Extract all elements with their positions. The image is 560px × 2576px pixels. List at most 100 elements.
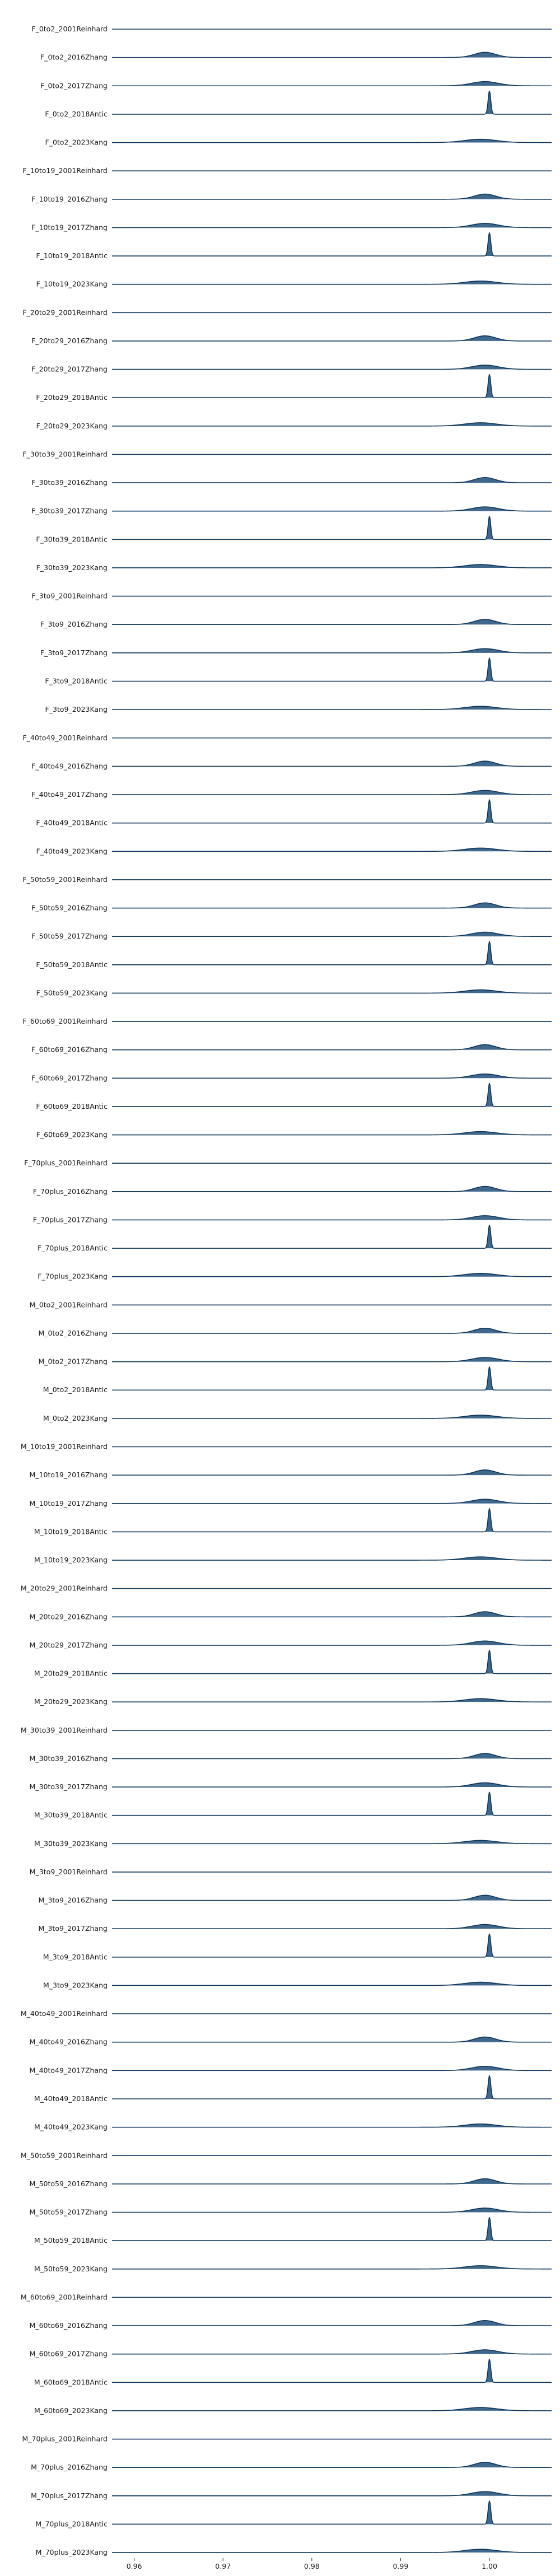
row-label: M_70plus_2017Zhang [31, 2491, 108, 2500]
ridge-row: F_40to49_2017Zhang [31, 790, 552, 799]
ridge-row: M_0to2_2023Kang [43, 1414, 552, 1422]
density-area [112, 2491, 552, 2496]
x-tick-label: 0.96 [127, 2562, 142, 2570]
x-tick-label: 0.98 [304, 2562, 320, 2570]
row-label: F_0to2_2016Zhang [40, 53, 108, 62]
ridge-row: F_60to69_2023Kang [36, 1131, 552, 1139]
ridge-row: F_70plus_2018Antic [38, 1225, 552, 1252]
density-line [112, 516, 552, 540]
density-line [112, 2462, 552, 2468]
ridge-row: M_20to29_2017Zhang [30, 1640, 552, 1649]
density-area [112, 2217, 552, 2241]
row-label: M_30to39_2001Reinhard [21, 1726, 108, 1734]
ridge-row: F_30to39_2018Antic [36, 516, 552, 543]
row-label: F_40to49_2023Kang [36, 847, 108, 855]
density-area [112, 790, 552, 795]
row-label: M_60to69_2001Reinhard [21, 2293, 108, 2301]
density-line [112, 1650, 552, 1674]
row-label: M_0to2_2001Reinhard [30, 1300, 108, 1309]
ridge-row: M_60to69_2016Zhang [30, 2320, 552, 2330]
density-line [112, 648, 552, 654]
density-line [112, 564, 552, 568]
ridge-row: F_40to49_2018Antic [36, 799, 552, 827]
density-line [112, 2407, 552, 2411]
row-label: M_20to29_2023Kang [34, 1697, 108, 1706]
density-area [112, 2178, 552, 2184]
row-label: M_50to59_2023Kang [34, 2265, 108, 2273]
density-line [112, 941, 552, 965]
density-area [112, 516, 552, 540]
density-area [112, 903, 552, 908]
ridge-row: F_3to9_2018Antic [45, 657, 552, 685]
density-line [112, 1186, 552, 1192]
row-label: F_20to29_2017Zhang [31, 365, 108, 374]
density-area [112, 477, 552, 483]
density-area [112, 1499, 552, 1504]
row-label: F_30to39_2017Zhang [31, 507, 108, 515]
density-area [112, 799, 552, 823]
density-line [112, 2208, 552, 2213]
row-label: M_0to2_2016Zhang [38, 1329, 108, 1337]
density-line [112, 1698, 552, 1702]
row-label: M_70plus_2016Zhang [31, 2463, 108, 2471]
density-line [112, 2036, 552, 2043]
density-line [112, 760, 552, 767]
ridge-row: F_60to69_2017Zhang [31, 1073, 552, 1082]
ridge-row: F_0to2_2018Antic [45, 90, 552, 118]
ridge-row: F_0to2_2016Zhang [40, 52, 552, 62]
row-label: M_20to29_2016Zhang [30, 1612, 108, 1621]
row-label: F_60to69_2016Zhang [31, 1046, 108, 1054]
ridge-row: M_30to39_2018Antic [34, 1791, 552, 1819]
row-label: F_70plus_2016Zhang [33, 1187, 108, 1196]
row-label: F_0to2_2001Reinhard [31, 25, 108, 33]
density-area [112, 1074, 552, 1079]
density-area [112, 2320, 552, 2326]
density-line [112, 2549, 552, 2553]
density-area [112, 1933, 552, 1957]
ridge-row: M_70plus_2001Reinhard [22, 2435, 552, 2443]
density-line [112, 1044, 552, 1051]
row-label: F_50to59_2023Kang [36, 988, 108, 997]
row-label: F_70plus_2017Zhang [33, 1215, 108, 1224]
x-tick-label: 1.00 [482, 2562, 497, 2570]
row-label: M_3to9_2001Reinhard [30, 1868, 108, 1876]
row-label: M_70plus_2001Reinhard [22, 2435, 108, 2443]
ridge-row: M_0to2_2016Zhang [38, 1327, 552, 1337]
density-line [112, 1273, 552, 1277]
ridge-row: M_10to19_2001Reinhard [21, 1443, 552, 1451]
ridge-row: F_40to49_2023Kang [36, 847, 552, 855]
ridge-row: M_40to49_2001Reinhard [21, 2009, 552, 2018]
ridge-row: F_30to39_2017Zhang [31, 506, 552, 515]
row-label: F_60to69_2017Zhang [31, 1074, 108, 1082]
density-line [112, 374, 552, 398]
ridge-row: F_50to59_2016Zhang [31, 902, 552, 912]
row-label: F_30to39_2023Kang [36, 563, 108, 572]
density-line [112, 1469, 552, 1476]
density-line [112, 1791, 552, 1816]
density-area [112, 1924, 552, 1929]
ridge-row: F_10to19_2023Kang [36, 280, 552, 288]
density-area [112, 1357, 552, 1362]
ridge-row: M_60to69_2023Kang [34, 2406, 552, 2415]
density-area [112, 335, 552, 341]
density-area [112, 2037, 552, 2042]
ridge-row: M_30to39_2001Reinhard [21, 1726, 552, 1734]
density-line [112, 1640, 552, 1646]
row-label: M_3to9_2018Antic [43, 1953, 108, 1961]
ridge-row: F_0to2_2017Zhang [40, 81, 552, 90]
density-line [112, 657, 552, 682]
ridge-row: M_50to59_2017Zhang [30, 2208, 552, 2216]
row-label: F_70plus_2001Reinhard [24, 1159, 108, 1167]
density-line [112, 335, 552, 342]
density-area [112, 374, 552, 398]
ridge-row: M_40to49_2018Antic [34, 2075, 552, 2103]
ridge-row: F_70plus_2023Kang [38, 1272, 552, 1281]
row-label: M_0to2_2018Antic [43, 1385, 108, 1394]
density-area [112, 1508, 552, 1532]
ridge-row: F_20to29_2023Kang [36, 422, 552, 430]
row-label: M_10to19_2023Kang [34, 1556, 108, 1564]
ridge-row: F_70plus_2001Reinhard [24, 1159, 552, 1167]
row-label: M_0to2_2023Kang [43, 1414, 108, 1422]
density-line [112, 706, 552, 710]
density-line [112, 1082, 552, 1107]
